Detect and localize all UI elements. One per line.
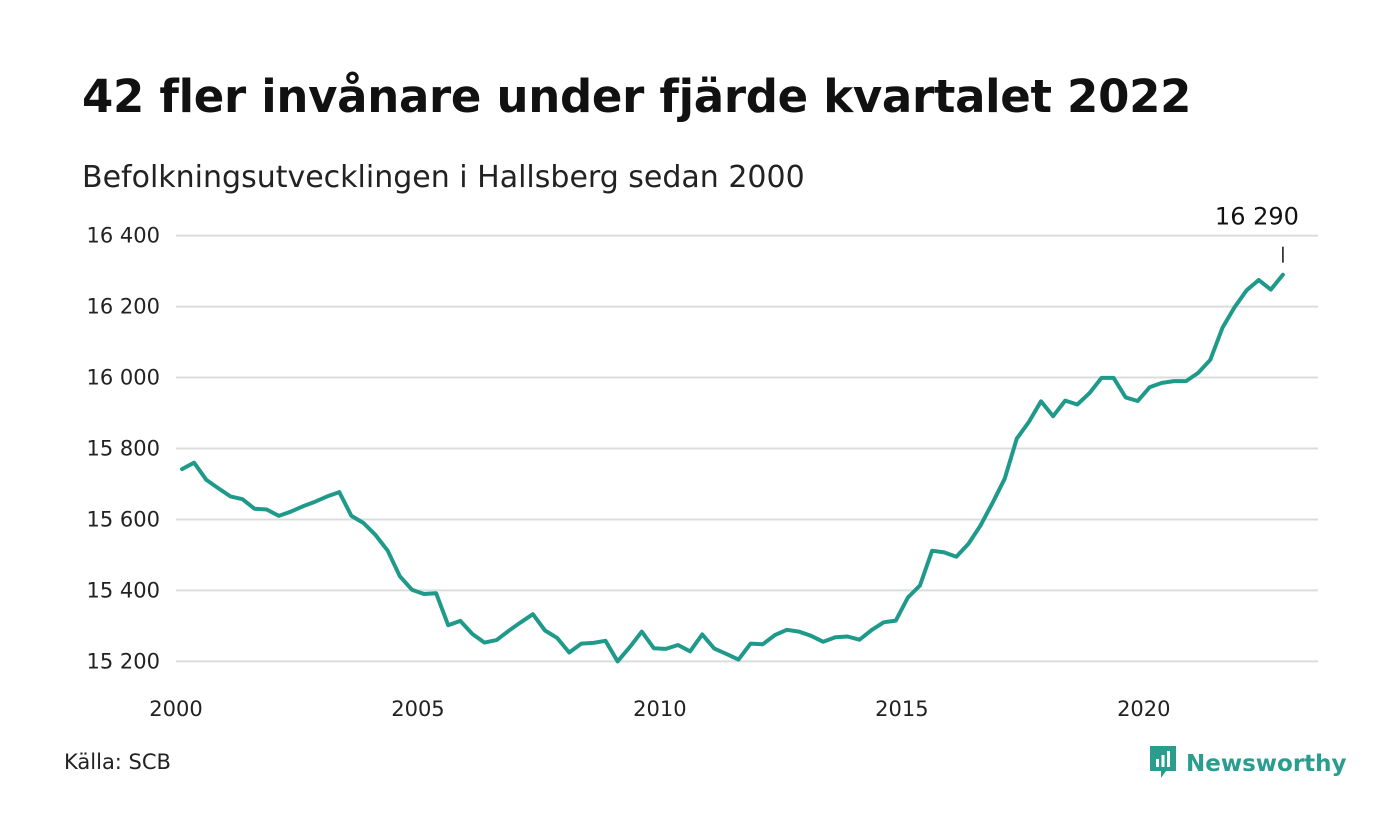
- annotation-label: 16 290: [1215, 203, 1299, 231]
- x-axis-labels: 2000 2005 2010 2015 2020: [149, 697, 1170, 721]
- newsworthy-logo-text: Newsworthy: [1186, 751, 1347, 777]
- y-tick-label: 16 400: [87, 224, 160, 248]
- newsworthy-logo[interactable]: Newsworthy: [1148, 744, 1347, 784]
- y-tick-label: 15 400: [87, 578, 160, 602]
- chart-subtitle: Befolkningsutvecklingen i Hallsberg seda…: [82, 160, 805, 195]
- source-note: Källa: SCB: [64, 750, 171, 774]
- y-tick-label: 16 000: [87, 366, 160, 390]
- x-tick-label: 2000: [149, 697, 202, 721]
- y-tick-label: 16 200: [87, 295, 160, 319]
- y-tick-label: 15 200: [87, 649, 160, 673]
- x-tick-label: 2020: [1117, 697, 1170, 721]
- y-tick-label: 15 800: [87, 437, 160, 461]
- x-tick-label: 2015: [875, 697, 928, 721]
- chart-title: 42 fler invånare under fjärde kvartalet …: [82, 70, 1192, 123]
- y-axis-labels: 15 200 15 400 15 600 15 800 16 000 16 200 16 4…: [87, 224, 160, 674]
- y-tick-label: 15 600: [87, 507, 160, 531]
- x-tick-label: 2010: [633, 697, 686, 721]
- last-value-annotation: 16 290: [1215, 203, 1299, 263]
- population-line: [180, 272, 1285, 664]
- x-tick-label: 2005: [391, 697, 444, 721]
- y-gridlines: [176, 234, 1318, 663]
- newsworthy-logo-icon: [1148, 744, 1178, 784]
